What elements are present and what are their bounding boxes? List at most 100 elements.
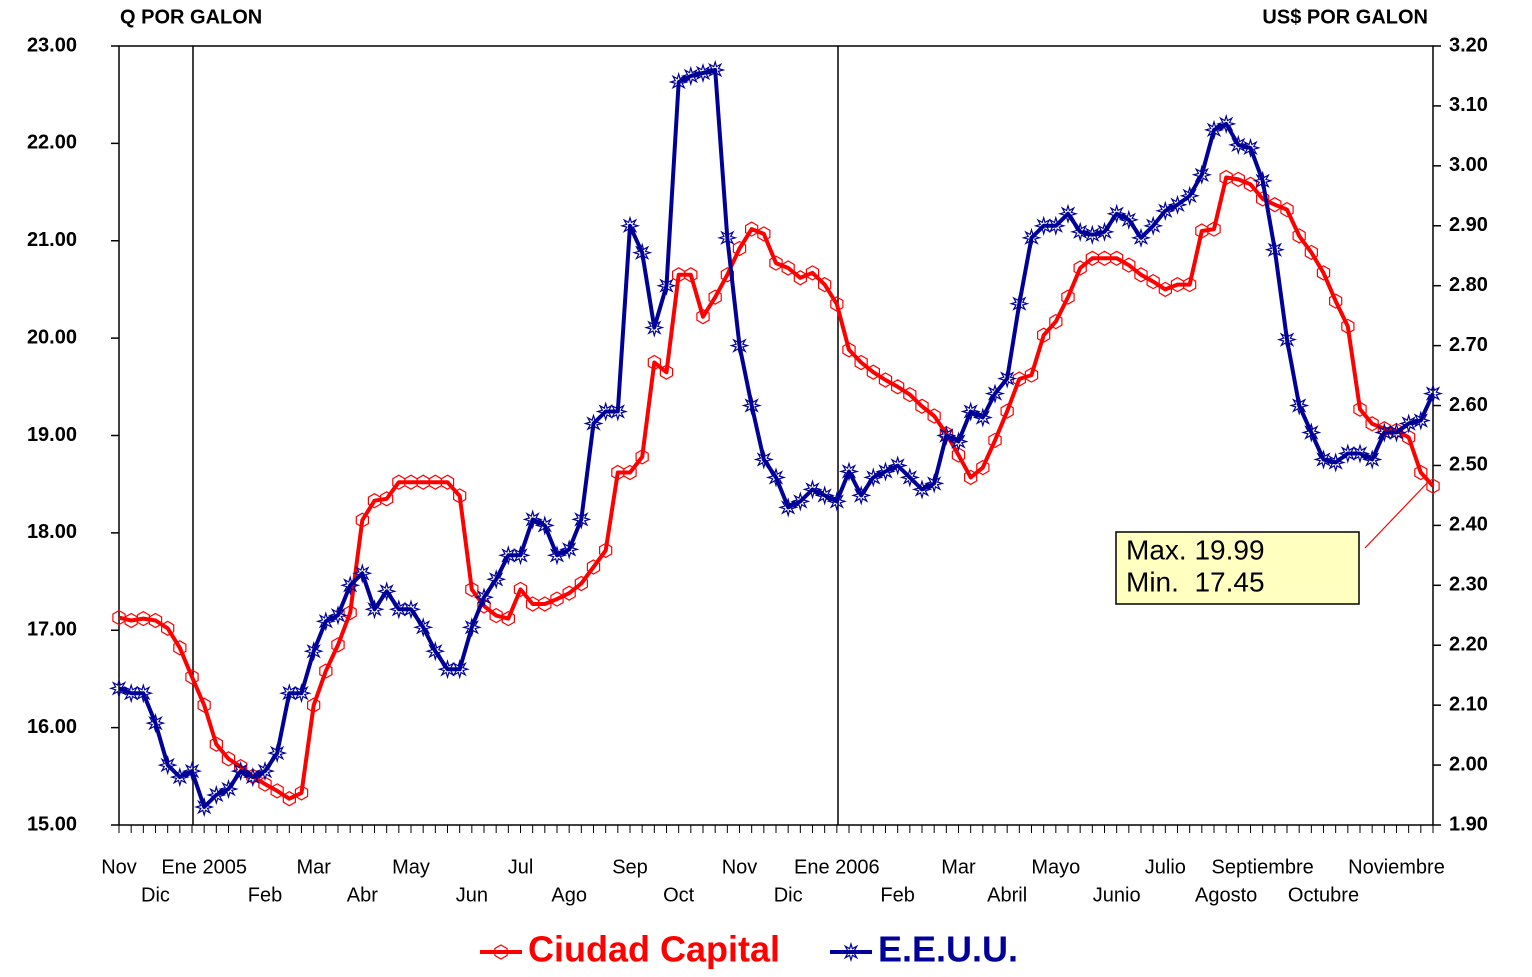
data-point [717,227,738,248]
data-point [376,581,397,602]
data-point [863,467,884,488]
data-point [364,599,385,620]
data-point [221,751,236,767]
data-point [133,683,154,704]
x-tick-label: Mar [941,856,976,878]
data-point [692,62,714,84]
data-point [1325,452,1346,473]
data-point [781,260,795,276]
data-point [708,289,722,305]
data-point [1252,170,1273,191]
data-point [842,342,856,358]
data-point [562,585,576,601]
data-point [619,215,641,236]
data-point [753,449,774,470]
data-point [1203,119,1225,141]
data-point [948,431,969,452]
annotation-text: Max. 19.99 [1126,534,1265,565]
data-point [915,398,929,414]
data-point [121,683,142,704]
data-point [315,611,336,632]
data-point [924,473,945,494]
data-point [194,796,215,818]
x-tick-label: Jun [456,884,488,906]
data-point [1301,422,1322,443]
y-tick-label: 21.00 [27,229,77,251]
data-point [1036,327,1051,343]
data-point [279,683,300,704]
data-point [765,467,787,488]
y-tick-label: 18.00 [27,521,77,543]
data-point [1191,164,1212,185]
y-tick-label: 20.00 [27,326,77,348]
data-point [258,776,272,792]
y2-tick-label: 2.30 [1449,574,1488,596]
data-point [632,242,653,263]
x-tick-label: Ago [551,884,587,906]
data-point [1073,260,1087,276]
data-point [1422,383,1444,404]
data-point [744,221,759,237]
data-point [1349,443,1371,464]
data-point [534,515,555,536]
data-point [559,539,580,560]
data-point [1061,289,1075,305]
data-point [972,407,993,428]
y-tick-label: 15.00 [27,813,77,835]
y2-tick-label: 2.10 [1449,693,1488,715]
data-point [319,663,333,679]
legend-marker [840,941,862,963]
data-point [984,383,1006,404]
data-point [1024,367,1039,383]
data-point [218,778,239,800]
x-tick-label: Agosto [1195,884,1257,906]
data-point [1143,215,1164,236]
y2-tick-label: 2.40 [1449,514,1488,536]
data-point [887,455,908,476]
x-tick-label: Abr [347,884,378,906]
data-point [473,587,495,608]
data-point [161,620,175,636]
x-tick-label: Junio [1093,884,1141,906]
y-axis-title: Q POR GALON [120,6,262,28]
data-point [1057,203,1079,224]
data-point [878,372,893,388]
y-tick-label: 23.00 [27,34,77,56]
data-point [173,640,187,656]
data-point [1167,194,1188,215]
x-tick-label: Ene 2006 [794,856,880,878]
x-tick-label: Nov [722,856,758,878]
data-point [425,641,446,662]
x-tick-label: Nov [101,856,137,878]
data-point [1033,215,1054,236]
data-point [1231,171,1246,188]
data-point [911,479,933,500]
data-point [963,469,978,486]
series-line [118,68,1435,809]
data-point [802,479,823,500]
data-point [741,395,762,416]
y2-tick-label: 3.10 [1449,94,1488,116]
y2-tick-label: 2.70 [1449,334,1488,356]
data-point [936,425,957,446]
data-point [327,605,349,626]
data-point [607,401,628,422]
data-point [951,447,966,463]
data-point [1219,169,1233,186]
data-point [1280,201,1294,218]
data-point [696,309,710,325]
data-point [1316,265,1331,281]
y2-axis-title: US$ POR GALON [1262,6,1428,28]
data-point [769,255,783,271]
data-point [169,766,190,788]
annotation-leader [1364,479,1431,549]
data-point [145,712,166,734]
y2-tick-label: 2.00 [1449,753,1488,775]
data-point [659,364,674,380]
data-point [1313,449,1334,470]
y2-tick-label: 2.90 [1449,214,1488,236]
data-point [851,485,872,506]
data-point [656,275,677,296]
x-tick-label: Dic [774,884,803,906]
